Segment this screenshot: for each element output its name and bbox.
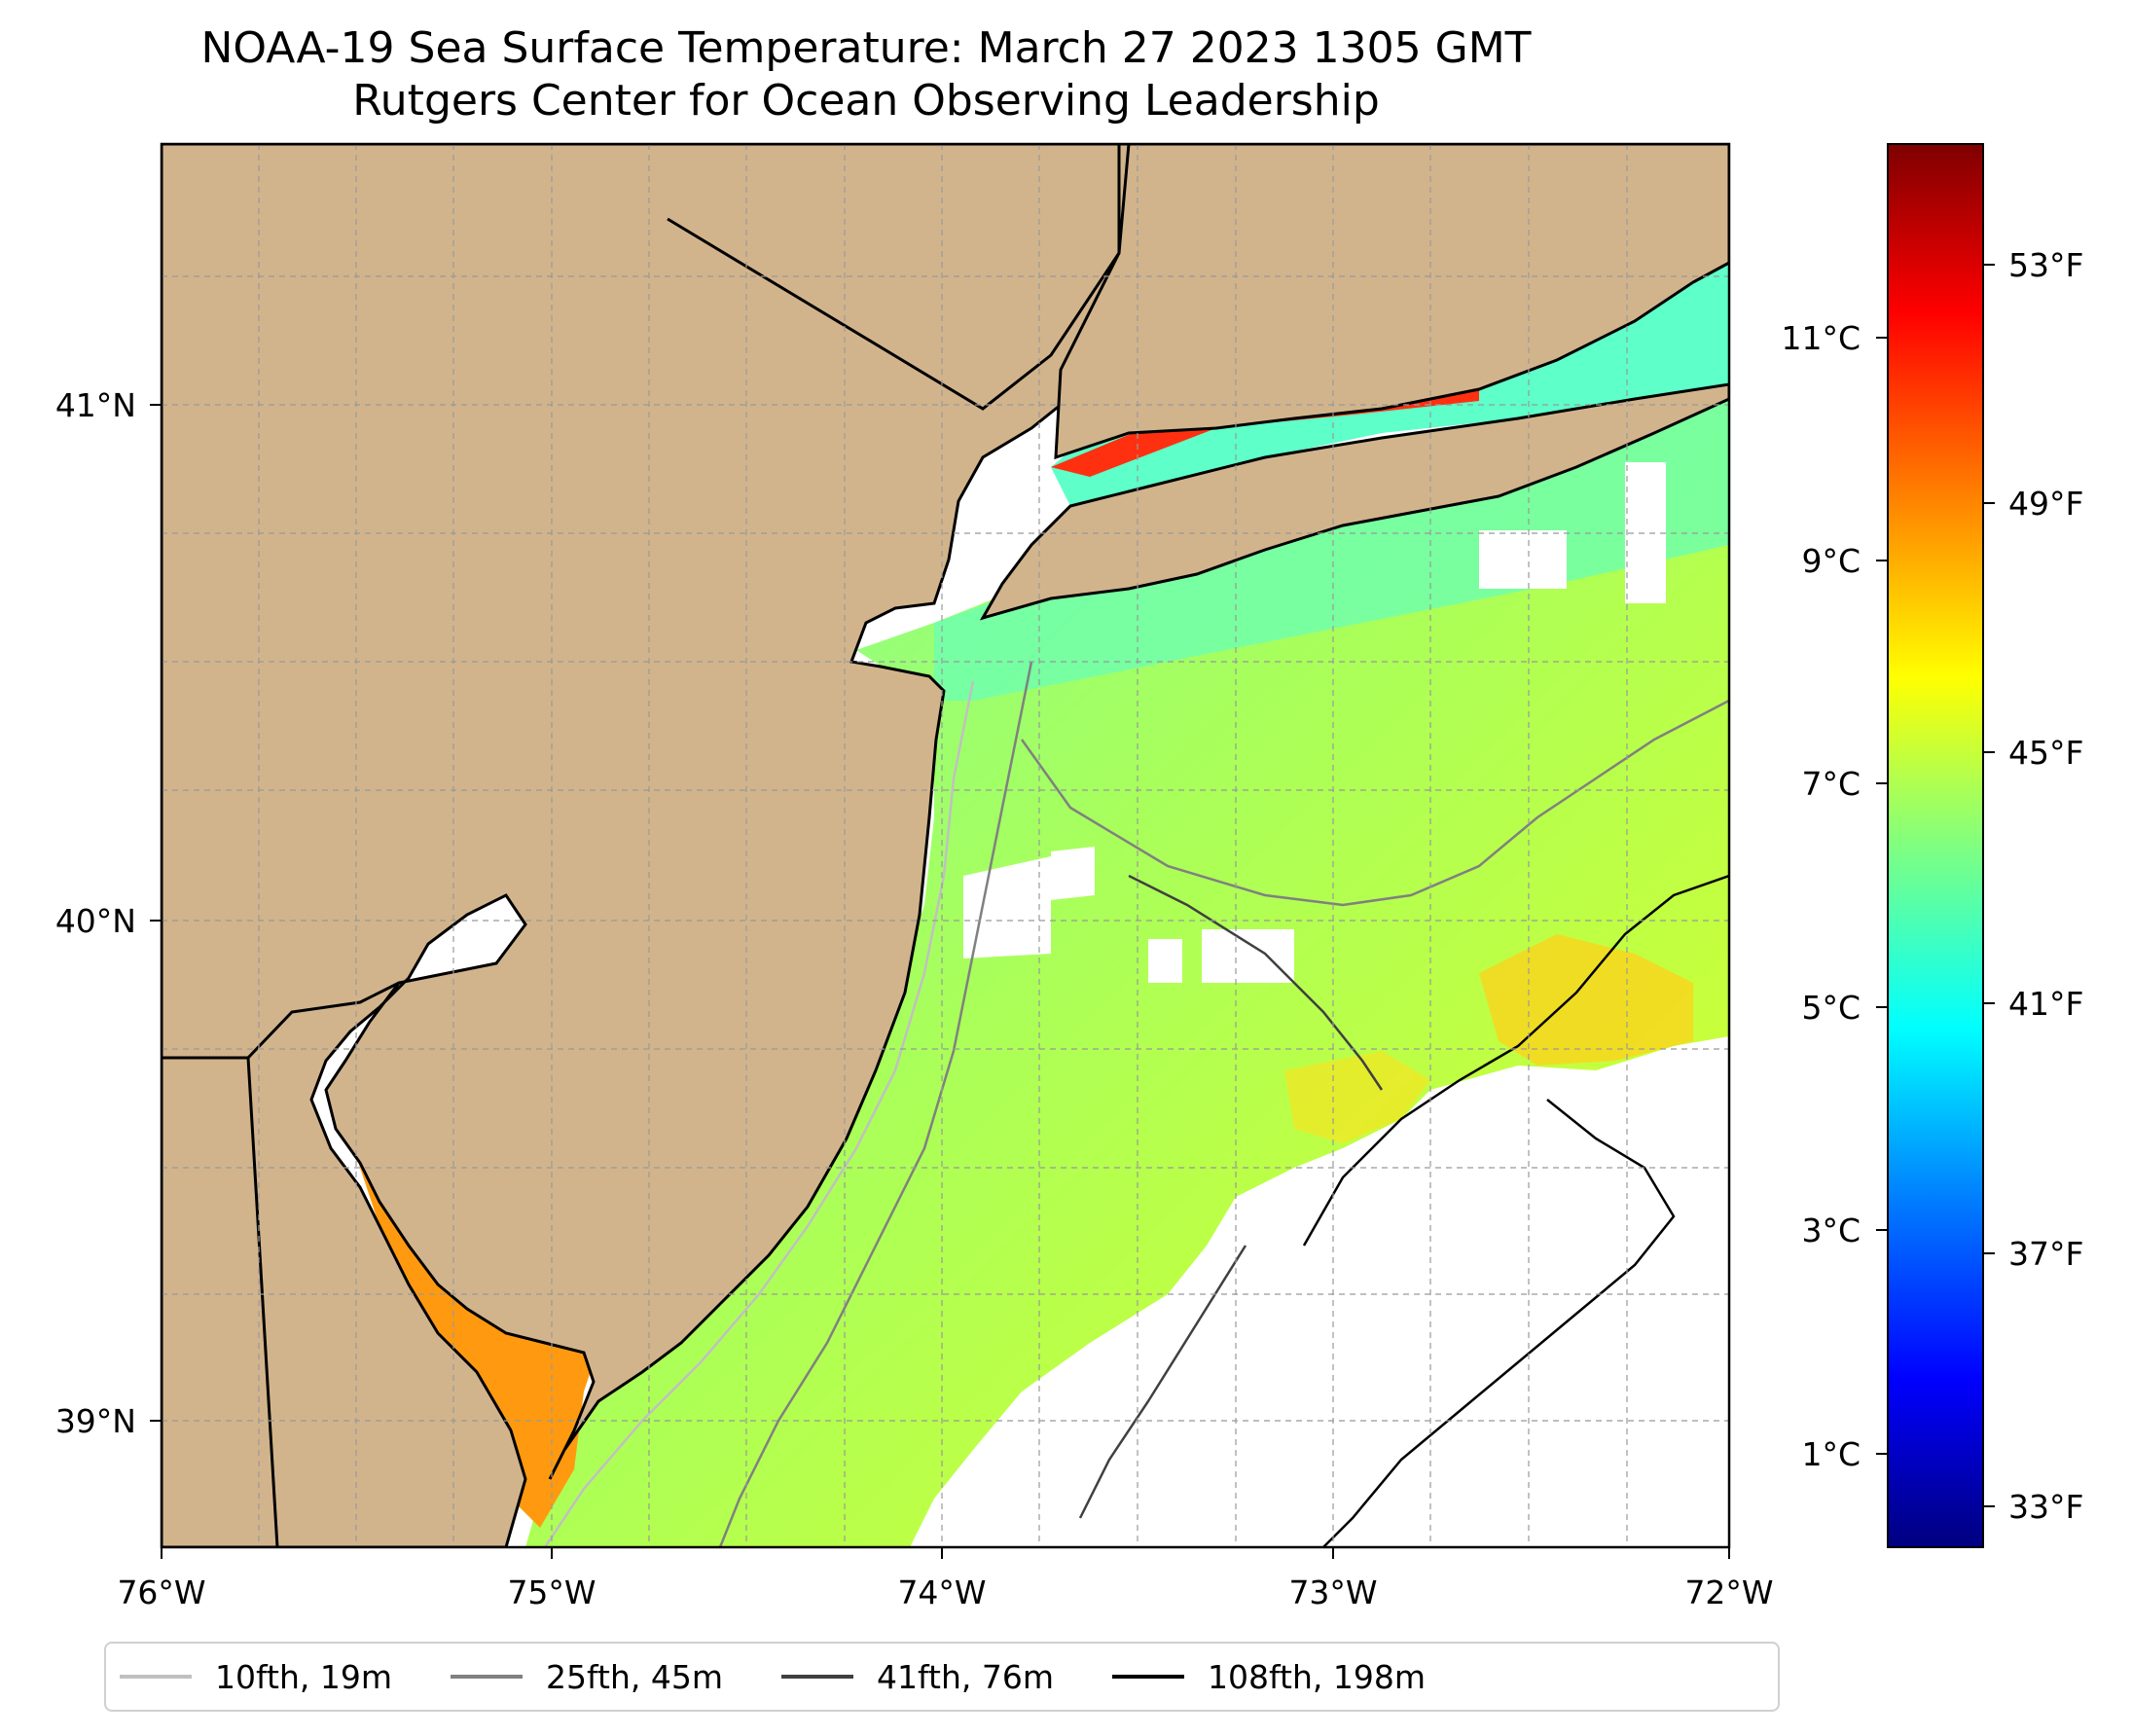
- x-tick-label: 76°W: [117, 1573, 205, 1611]
- x-tick-label: 75°W: [507, 1573, 596, 1611]
- map-subtitle: Rutgers Center for Ocean Observing Leade…: [352, 76, 1380, 126]
- colorbar-fahrenheit-label: 41°F: [2008, 985, 2083, 1023]
- legend-label: 108fth, 198m: [1208, 1657, 1426, 1696]
- isobath-41fth: [1078, 874, 1384, 1519]
- cloud-gap: [1479, 530, 1567, 589]
- isobath-legend: 10fth, 19m 25fth, 45m 41fth, 76m 108fth,…: [104, 1642, 1780, 1712]
- delaware-bay-sst: [341, 1109, 603, 1528]
- y-tick-label: 39°N: [55, 1402, 136, 1440]
- colorbar-fahrenheit-label: 45°F: [2008, 734, 2083, 772]
- map-frame: [160, 142, 1731, 1549]
- isobath-108fth: [1302, 874, 1729, 1547]
- sst-field: [525, 370, 1729, 1547]
- map-title: NOAA-19 Sea Surface Temperature: March 2…: [200, 23, 1532, 73]
- gridlines: [162, 144, 1729, 1547]
- cloud-gap: [1051, 847, 1095, 900]
- cloud-gap: [1148, 939, 1182, 983]
- sst-warm-patch-2: [1284, 1051, 1430, 1143]
- colorbar-celsius-label: 11°C: [1781, 319, 1861, 357]
- cloud-gap: [1202, 929, 1294, 983]
- legend-label: 25fth, 45m: [546, 1657, 723, 1696]
- legend-swatch: [1112, 1675, 1184, 1679]
- colorbar-celsius-label: 9°C: [1801, 542, 1861, 580]
- land-connecticut: [1054, 144, 1729, 460]
- y-tick-label: 41°N: [55, 386, 136, 424]
- colorbar-celsius-label: 5°C: [1801, 989, 1861, 1027]
- x-tick-label: 73°W: [1288, 1573, 1377, 1611]
- legend-swatch: [781, 1675, 853, 1679]
- legend-item: 41fth, 76m: [781, 1658, 1054, 1696]
- land-mainland: [162, 144, 1729, 1547]
- axis-ticks: [150, 404, 1730, 1559]
- isobath-10fth: [543, 680, 975, 1547]
- isobath-25fth: [718, 661, 1729, 1547]
- cloud-gap: [1625, 462, 1666, 603]
- land-long-island: [979, 382, 1729, 621]
- legend-label: 10fth, 19m: [215, 1657, 392, 1696]
- colorbar-fahrenheit-label: 37°F: [2008, 1235, 2083, 1273]
- state-boundary: [667, 144, 1131, 411]
- colorbar: [1887, 143, 1984, 1548]
- legend-label: 41fth, 76m: [877, 1657, 1054, 1696]
- legend-item: 10fth, 19m: [120, 1658, 392, 1696]
- colorbar-fahrenheit-label: 53°F: [2008, 246, 2083, 284]
- state-boundary: [246, 981, 400, 1060]
- legend-swatch: [451, 1675, 523, 1679]
- legend-swatch: [120, 1675, 192, 1679]
- x-tick-label: 72°W: [1684, 1573, 1773, 1611]
- colorbar-fahrenheit-label: 33°F: [2008, 1488, 2083, 1526]
- cloud-gap: [963, 856, 1051, 958]
- colorbar-ticks: [1876, 264, 1995, 1507]
- colorbar-celsius-label: 7°C: [1801, 765, 1861, 803]
- colorbar-celsius-label: 1°C: [1801, 1435, 1861, 1473]
- y-tick-label: 40°N: [55, 902, 136, 940]
- colorbar-fahrenheit-label: 49°F: [2008, 485, 2083, 523]
- legend-item: 25fth, 45m: [451, 1658, 723, 1696]
- colorbar-celsius-label: 3°C: [1801, 1212, 1861, 1249]
- map-panel: [162, 144, 1729, 1547]
- legend-item: 108fth, 198m: [1112, 1658, 1426, 1696]
- x-tick-label: 74°W: [897, 1573, 986, 1611]
